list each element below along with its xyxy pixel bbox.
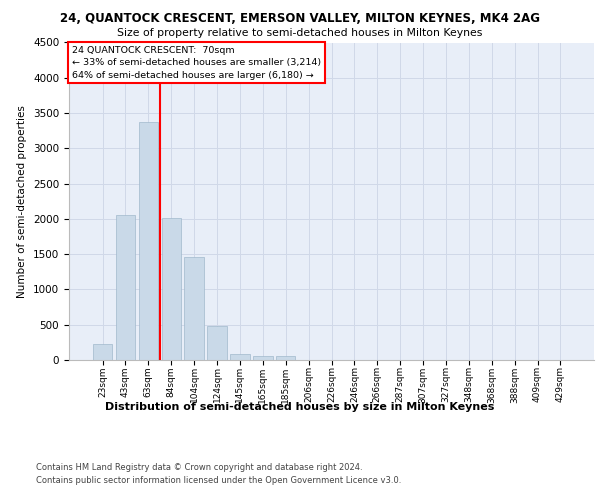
Text: Size of property relative to semi-detached houses in Milton Keynes: Size of property relative to semi-detach…: [118, 28, 482, 38]
Bar: [208, 326, 227, 360]
Bar: [161, 218, 181, 360]
Bar: [116, 216, 135, 360]
Y-axis label: Number of semi-detached properties: Number of semi-detached properties: [17, 105, 28, 298]
Text: Contains HM Land Registry data © Crown copyright and database right 2024.: Contains HM Land Registry data © Crown c…: [36, 462, 362, 471]
Bar: [253, 356, 272, 360]
Text: 24 QUANTOCK CRESCENT:  70sqm
← 33% of semi-detached houses are smaller (3,214)
6: 24 QUANTOCK CRESCENT: 70sqm ← 33% of sem…: [71, 46, 321, 80]
Bar: [184, 257, 204, 360]
Text: Contains public sector information licensed under the Open Government Licence v3: Contains public sector information licen…: [36, 476, 401, 485]
Text: 24, QUANTOCK CRESCENT, EMERSON VALLEY, MILTON KEYNES, MK4 2AG: 24, QUANTOCK CRESCENT, EMERSON VALLEY, M…: [60, 12, 540, 26]
Text: Distribution of semi-detached houses by size in Milton Keynes: Distribution of semi-detached houses by …: [106, 402, 494, 412]
Bar: [139, 122, 158, 360]
Bar: [230, 354, 250, 360]
Bar: [276, 356, 295, 360]
Bar: [93, 344, 112, 360]
